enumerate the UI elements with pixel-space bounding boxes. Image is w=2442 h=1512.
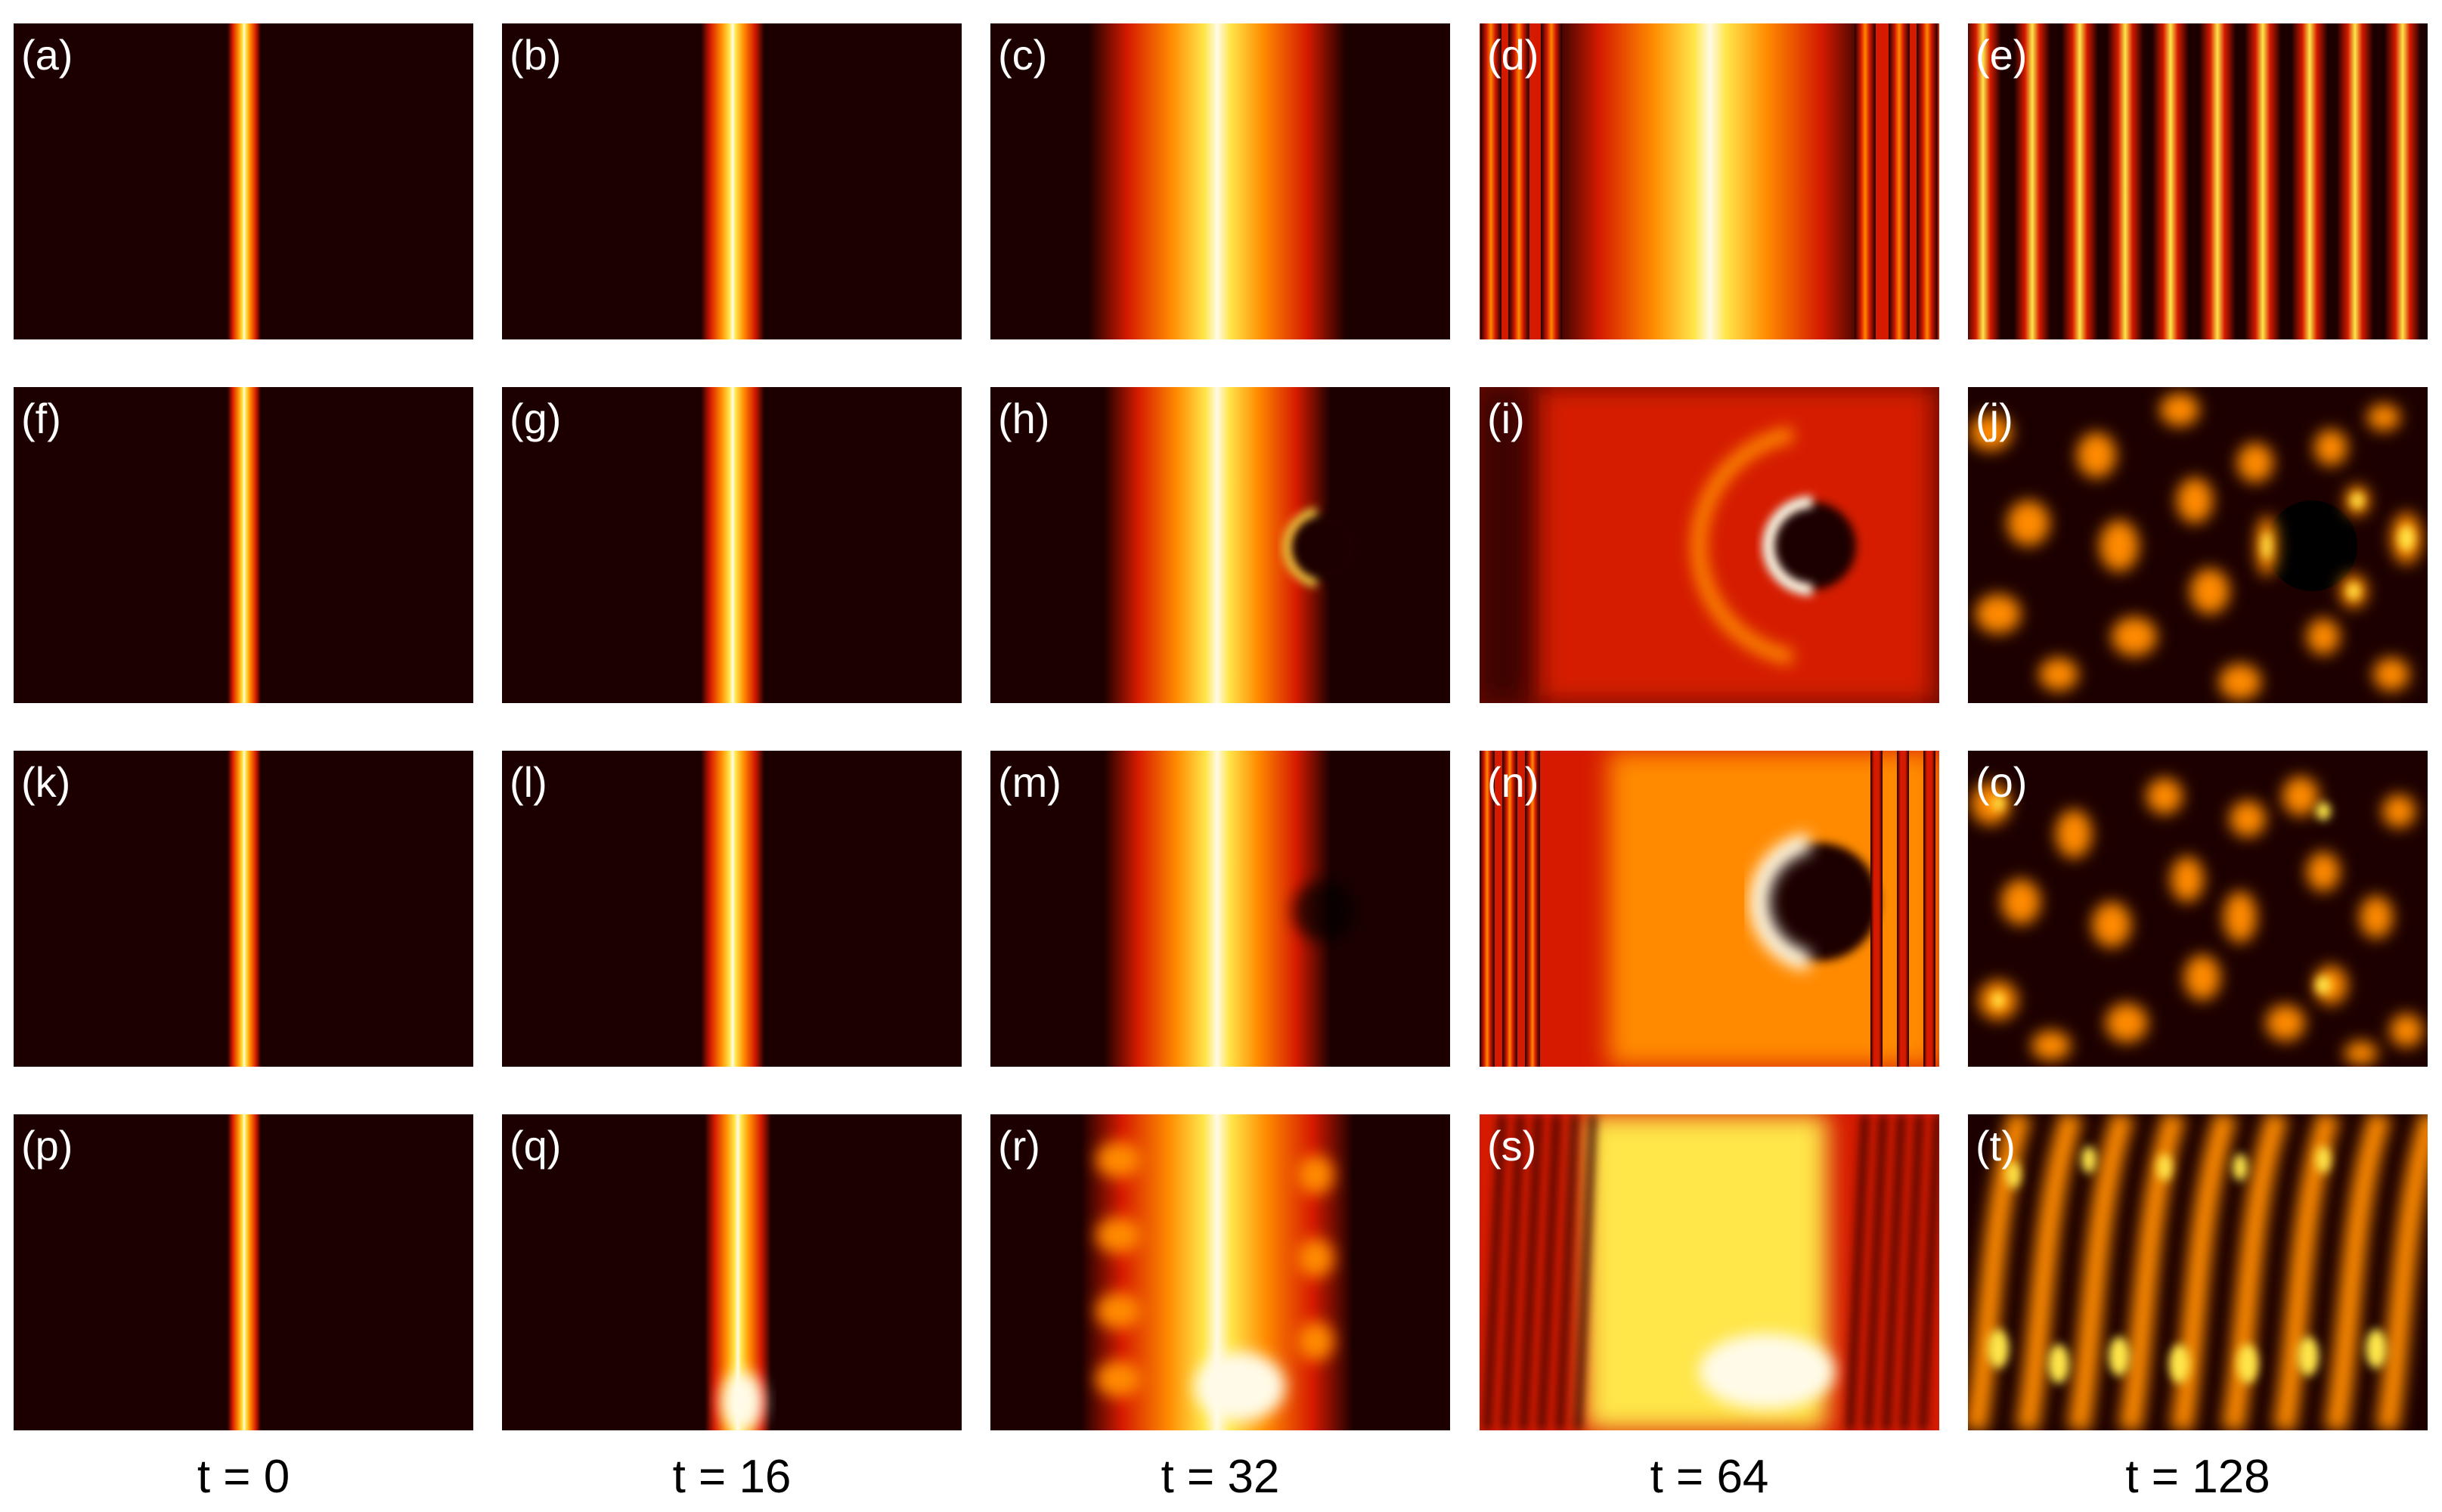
panel-l: (l) xyxy=(502,751,962,1067)
field-image xyxy=(1480,751,1939,1067)
panel-s: (s) xyxy=(1480,1114,1939,1430)
panel-label: (q) xyxy=(510,1122,562,1170)
panel-f: (f) xyxy=(14,387,473,703)
field-image xyxy=(990,387,1450,703)
panel-label: (h) xyxy=(998,395,1050,442)
field-image xyxy=(990,751,1450,1067)
field-image xyxy=(1968,387,2428,703)
field-image xyxy=(502,23,962,339)
panel-j: (j) xyxy=(1968,387,2428,703)
panel-k: (k) xyxy=(14,751,473,1067)
panel-label: (k) xyxy=(21,758,71,806)
panel-label: (r) xyxy=(998,1122,1040,1170)
panel-r: (r) xyxy=(990,1114,1450,1430)
panel-label: (a) xyxy=(21,31,73,79)
panel-label: (f) xyxy=(21,395,61,442)
time-label: t = 16 xyxy=(672,1451,792,1503)
field-image xyxy=(502,387,962,703)
panel-label: (g) xyxy=(510,395,562,442)
field-image xyxy=(502,751,962,1067)
panel-label: (j) xyxy=(1976,395,2013,442)
panel-b: (b) xyxy=(502,23,962,339)
panel-e: (e) xyxy=(1968,23,2428,339)
panel-q: (q) xyxy=(502,1114,962,1430)
field-image xyxy=(14,23,473,339)
panel-t: (t) xyxy=(1968,1114,2428,1430)
panel-d: (d) xyxy=(1480,23,1939,339)
panel-label: (n) xyxy=(1487,758,1539,806)
panel-p: (p) xyxy=(14,1114,473,1430)
field-image xyxy=(14,751,473,1067)
field-image xyxy=(1968,751,2428,1067)
panel-label: (i) xyxy=(1487,395,1525,442)
panel-g: (g) xyxy=(502,387,962,703)
field-image xyxy=(1480,387,1939,703)
panel-label: (p) xyxy=(21,1122,73,1170)
panel-h: (h) xyxy=(990,387,1450,703)
field-image xyxy=(1480,23,1939,339)
panel-label: (c) xyxy=(998,31,1048,79)
field-image xyxy=(1968,1114,2428,1430)
panel-o: (o) xyxy=(1968,751,2428,1067)
panel-label: (e) xyxy=(1976,31,2028,79)
time-label: t = 64 xyxy=(1650,1451,1769,1503)
panel-label: (t) xyxy=(1976,1122,2016,1170)
field-image xyxy=(1480,1114,1939,1430)
panel-label: (b) xyxy=(510,31,562,79)
panel-label: (o) xyxy=(1976,758,2028,806)
time-label: t = 0 xyxy=(197,1451,290,1503)
field-image xyxy=(14,387,473,703)
panel-c: (c) xyxy=(990,23,1450,339)
time-label: t = 128 xyxy=(2125,1451,2270,1503)
field-image xyxy=(1968,23,2428,339)
panel-i: (i) xyxy=(1480,387,1939,703)
field-image xyxy=(990,1114,1450,1430)
panel-label: (d) xyxy=(1487,31,1539,79)
panel-n: (n) xyxy=(1480,751,1939,1067)
field-image xyxy=(502,1114,962,1430)
panel-a: (a) xyxy=(14,23,473,339)
panel-label: (m) xyxy=(998,758,1061,806)
panel-m: (m) xyxy=(990,751,1450,1067)
panel-label: (l) xyxy=(510,758,547,806)
time-label: t = 32 xyxy=(1161,1451,1280,1503)
field-image xyxy=(990,23,1450,339)
panel-label: (s) xyxy=(1487,1122,1537,1170)
field-image xyxy=(14,1114,473,1430)
